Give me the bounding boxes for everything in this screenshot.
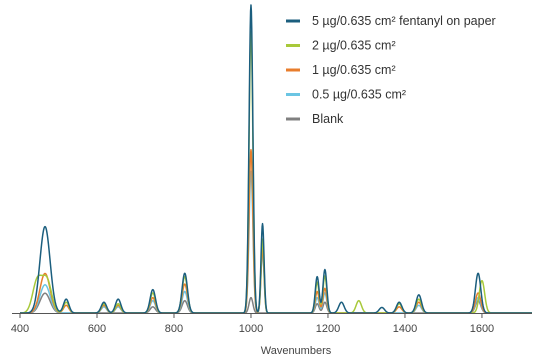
x-tick-label: 1200 bbox=[316, 323, 340, 335]
legend: 5 µg/0.635 cm² fentanyl on paper 2 µg/0.6… bbox=[286, 14, 496, 126]
series-line bbox=[19, 292, 533, 314]
series-line bbox=[19, 4, 533, 314]
series-line bbox=[19, 30, 533, 314]
x-tick-label: 400 bbox=[11, 323, 29, 335]
x-tick-label: 1600 bbox=[470, 323, 494, 335]
x-axis-title: Wavenumbers bbox=[261, 345, 332, 357]
x-tick-label: 800 bbox=[165, 323, 183, 335]
legend-label: 5 µg/0.635 cm² fentanyl on paper bbox=[312, 14, 496, 28]
x-tick-label: 1400 bbox=[393, 323, 417, 335]
legend-label: 1 µg/0.635 cm² bbox=[312, 63, 396, 77]
x-tick-label: 1000 bbox=[239, 323, 263, 335]
x-tick-label: 600 bbox=[88, 323, 106, 335]
x-tick-layer: 400 600 800 1000 1200 1400 1600 bbox=[11, 313, 494, 335]
legend-label: Blank bbox=[312, 112, 344, 126]
series-line bbox=[19, 170, 533, 314]
legend-label: 0.5 µg/0.635 cm² bbox=[312, 88, 406, 102]
series-line bbox=[19, 149, 533, 314]
legend-label: 2 µg/0.635 cm² bbox=[312, 39, 396, 53]
series-layer bbox=[19, 4, 533, 314]
